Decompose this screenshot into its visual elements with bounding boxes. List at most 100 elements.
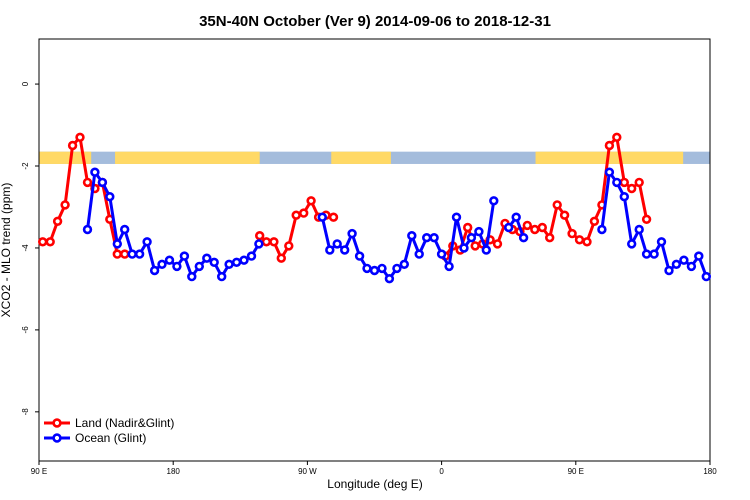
x-tick-label: 180 (167, 467, 181, 476)
legend-label: Land (Nadir&Glint) (75, 416, 174, 430)
land-band (115, 151, 260, 164)
data-point (202, 253, 212, 263)
data-point (60, 200, 70, 210)
data-point (172, 261, 182, 272)
data-point (604, 140, 615, 151)
data-point (276, 253, 286, 263)
data-point (671, 259, 682, 269)
data-point (641, 249, 652, 259)
x-axis: 90 E 180 90 W 0 90 E 180 (31, 461, 717, 476)
data-point (544, 233, 555, 243)
data-point (112, 249, 123, 259)
data-point (384, 274, 395, 284)
series-ocean (82, 167, 711, 284)
data-point (127, 249, 137, 259)
data-point (354, 251, 365, 261)
data-point (436, 249, 447, 259)
data-point (377, 263, 387, 274)
data-point (634, 224, 644, 235)
data-point (328, 212, 339, 222)
data-point (187, 271, 197, 282)
data-point (407, 231, 417, 241)
data-point (679, 255, 689, 265)
data-point (649, 249, 659, 259)
data-point (530, 224, 540, 235)
data-point (604, 167, 615, 177)
y-axis: 0 -2 -4 -6 -8 (21, 81, 39, 415)
data-point (537, 222, 547, 233)
data-point (481, 245, 491, 255)
data-point (567, 228, 577, 239)
land-sea-strip (39, 151, 710, 164)
data-point (157, 259, 167, 269)
data-point (492, 239, 503, 249)
data-point (105, 192, 115, 202)
data-point (82, 177, 93, 188)
data-point (261, 237, 272, 247)
legend-label: Ocean (Glint) (75, 431, 146, 445)
data-point (589, 216, 600, 227)
data-point (504, 222, 514, 233)
data-point (664, 265, 674, 276)
y-tick-label: -8 (21, 408, 30, 416)
land-band (331, 151, 391, 164)
x-tick-label: 0 (439, 467, 444, 476)
data-point (559, 210, 570, 220)
x-tick-label: 90 E (568, 467, 584, 476)
data-point (451, 212, 462, 222)
data-point (149, 265, 160, 276)
data-point (694, 251, 704, 261)
y-tick-label: -2 (21, 162, 30, 170)
data-point (119, 224, 130, 235)
data-point (340, 245, 350, 255)
data-point (254, 239, 264, 249)
data-point (619, 192, 629, 202)
data-point (164, 255, 175, 265)
data-point (332, 239, 342, 249)
data-point (231, 257, 242, 267)
x-tick-label: 90 E (31, 467, 47, 476)
data-point (459, 243, 469, 253)
data-point (209, 257, 219, 267)
data-point (686, 261, 697, 272)
data-point (701, 271, 711, 282)
data-point (52, 216, 63, 227)
y-tick-label: -6 (21, 326, 30, 334)
data-point (641, 214, 652, 225)
data-point (142, 237, 152, 247)
data-point (306, 196, 316, 206)
data-point (97, 177, 108, 188)
data-point (269, 237, 279, 247)
chart-title: 35N-40N October (Ver 9) 2014-09-06 to 20… (199, 13, 551, 30)
data-point (224, 259, 234, 269)
data-point (444, 261, 454, 272)
legend: Land (Nadir&Glint)Ocean (Glint) (44, 416, 174, 445)
data-point (511, 212, 521, 222)
x-tick-label: 180 (703, 467, 717, 476)
data-point (67, 140, 78, 151)
data-point (239, 255, 249, 265)
data-point (414, 249, 424, 259)
legend-swatch-marker (52, 418, 62, 428)
data-point (284, 241, 294, 251)
data-point (626, 239, 637, 249)
data-point (619, 177, 629, 188)
series-line (258, 199, 334, 260)
data-point (217, 271, 227, 282)
data-point (612, 132, 622, 143)
data-point (399, 259, 409, 269)
y-tick-label: 0 (21, 81, 30, 86)
data-point (90, 167, 100, 177)
data-point (474, 226, 484, 237)
data-point (37, 237, 48, 247)
data-point (317, 212, 327, 222)
data-point (429, 233, 439, 243)
data-point (470, 241, 480, 251)
y-axis-label: XCO2 - MLO trend (ppm) (0, 183, 13, 318)
data-point (582, 237, 592, 247)
data-point (75, 132, 85, 143)
series-layer (37, 132, 711, 284)
plot-frame (38, 38, 711, 462)
data-point (325, 245, 335, 255)
